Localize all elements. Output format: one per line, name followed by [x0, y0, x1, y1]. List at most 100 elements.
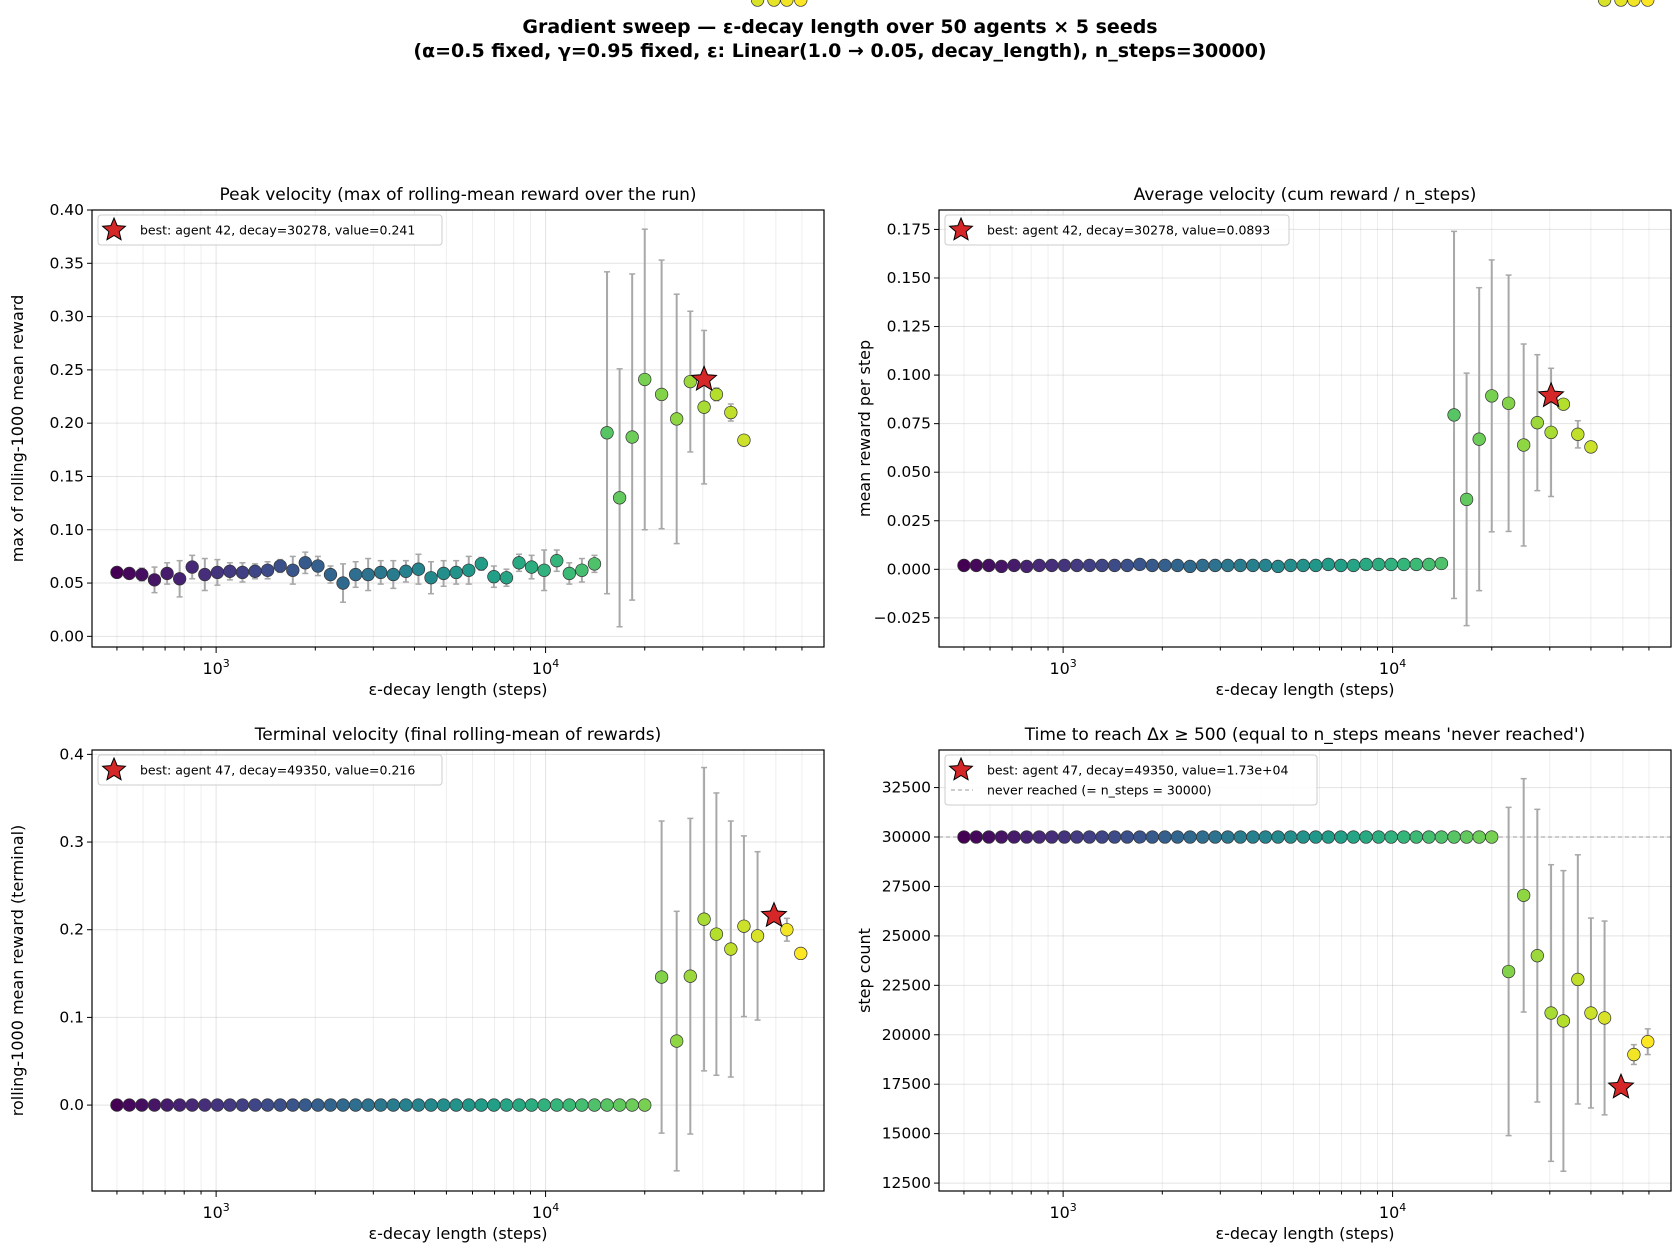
data-point — [487, 1098, 501, 1112]
data-point — [122, 566, 136, 581]
y-tick-label: 22500 — [882, 976, 931, 994]
data-point — [323, 567, 338, 582]
data-point — [982, 830, 996, 844]
data-point — [654, 970, 669, 984]
data-point — [612, 491, 627, 505]
panel-title: Time to reach Δx ≥ 500 (equal to n_steps… — [1024, 725, 1586, 745]
y-tick-label: 0.00 — [49, 627, 84, 645]
figure-title-line-2: (α=0.5 fixed, γ=0.95 fixed, ε: Linear(1.… — [413, 40, 1267, 62]
y-tick-label: 0.150 — [887, 269, 931, 287]
data-point — [135, 1098, 149, 1112]
data-point — [1459, 492, 1474, 507]
data-point — [210, 1098, 225, 1112]
y-tick-label: 0.35 — [49, 254, 84, 272]
data-point — [1120, 558, 1134, 573]
data-point — [625, 1098, 639, 1112]
y-tick-label: −0.025 — [874, 609, 931, 627]
data-point — [1070, 830, 1084, 844]
data-point — [1057, 830, 1072, 844]
data-point — [235, 1098, 250, 1112]
data-point — [1459, 830, 1474, 844]
data-point — [298, 556, 312, 570]
data-point — [575, 563, 589, 577]
data-point — [638, 372, 652, 387]
data-point — [670, 1034, 684, 1048]
data-point — [147, 1098, 162, 1112]
data-point — [1517, 438, 1531, 452]
panel-1: 103 1040.000.050.100.150.200.250.300.350.… — [8, 0, 825, 699]
data-point — [135, 567, 149, 582]
panel-4: 103 1041250015000175002000022500250002750… — [855, 725, 1672, 1243]
data-point — [1501, 964, 1516, 979]
y-tick-label: 0.10 — [49, 521, 84, 539]
data-point — [260, 1098, 275, 1112]
data-point — [323, 1098, 338, 1112]
data-point — [1296, 830, 1310, 844]
x-tick-label: 104 — [1379, 1201, 1406, 1222]
data-point — [1530, 416, 1544, 430]
data-point — [436, 566, 451, 581]
data-point — [185, 560, 199, 574]
data-point — [1571, 972, 1585, 987]
data-point — [683, 969, 697, 983]
data-point — [147, 573, 162, 587]
data-point — [1283, 558, 1298, 573]
data-point — [1133, 830, 1147, 844]
best-marker — [760, 901, 788, 928]
data-point — [260, 563, 275, 577]
data-point — [386, 1098, 400, 1112]
data-point — [562, 1098, 576, 1112]
data-point — [1359, 557, 1373, 572]
data-point — [1641, 0, 1655, 7]
x-tick-label: 103 — [1049, 657, 1076, 678]
data-point — [311, 1098, 325, 1112]
data-point — [436, 1098, 451, 1112]
data-point — [1283, 830, 1298, 844]
data-point — [600, 1098, 614, 1112]
data-point — [424, 1098, 438, 1112]
data-point — [1384, 830, 1398, 844]
axes-frame — [938, 749, 1672, 1192]
x-tick-exponent: 3 — [223, 1201, 230, 1214]
data-point — [1334, 558, 1348, 573]
data-point — [1472, 432, 1486, 446]
data-point — [1422, 830, 1436, 844]
data-point — [1571, 427, 1585, 441]
data-point — [1271, 559, 1285, 574]
data-point — [1334, 830, 1348, 844]
data-point — [1359, 830, 1373, 844]
y-tick-label: 0.175 — [887, 220, 931, 238]
data-point — [982, 558, 996, 573]
data-point — [1271, 830, 1285, 844]
x-tick-base: 10 — [1049, 659, 1069, 678]
data-point — [248, 564, 262, 578]
data-point — [499, 1098, 514, 1112]
y-tick-label: 0.30 — [49, 308, 84, 326]
y-tick-label: 17500 — [882, 1075, 931, 1093]
data-point — [1544, 425, 1558, 440]
data-point — [1556, 397, 1571, 411]
x-tick-label: 103 — [202, 1201, 229, 1222]
data-point — [1371, 830, 1386, 844]
data-point — [286, 563, 300, 577]
data-point — [1045, 558, 1059, 573]
data-point — [625, 430, 639, 444]
x-tick-exponent: 3 — [1070, 1201, 1077, 1214]
data-point — [709, 927, 724, 941]
legend-box — [97, 754, 443, 786]
data-point — [1627, 0, 1641, 7]
data-point — [122, 1098, 136, 1112]
data-point — [737, 433, 751, 447]
data-point — [794, 0, 808, 7]
data-point — [1397, 830, 1411, 844]
data-point — [348, 567, 363, 582]
data-point — [1107, 558, 1122, 573]
data-point — [1472, 830, 1486, 844]
data-point — [1208, 830, 1222, 844]
x-axis-label: ε-decay length (steps) — [1215, 1224, 1394, 1243]
data-point — [1095, 558, 1109, 573]
y-tick-label: 0.4 — [59, 745, 84, 763]
data-point — [223, 1098, 237, 1112]
data-point — [724, 942, 738, 956]
data-point — [1584, 440, 1598, 454]
